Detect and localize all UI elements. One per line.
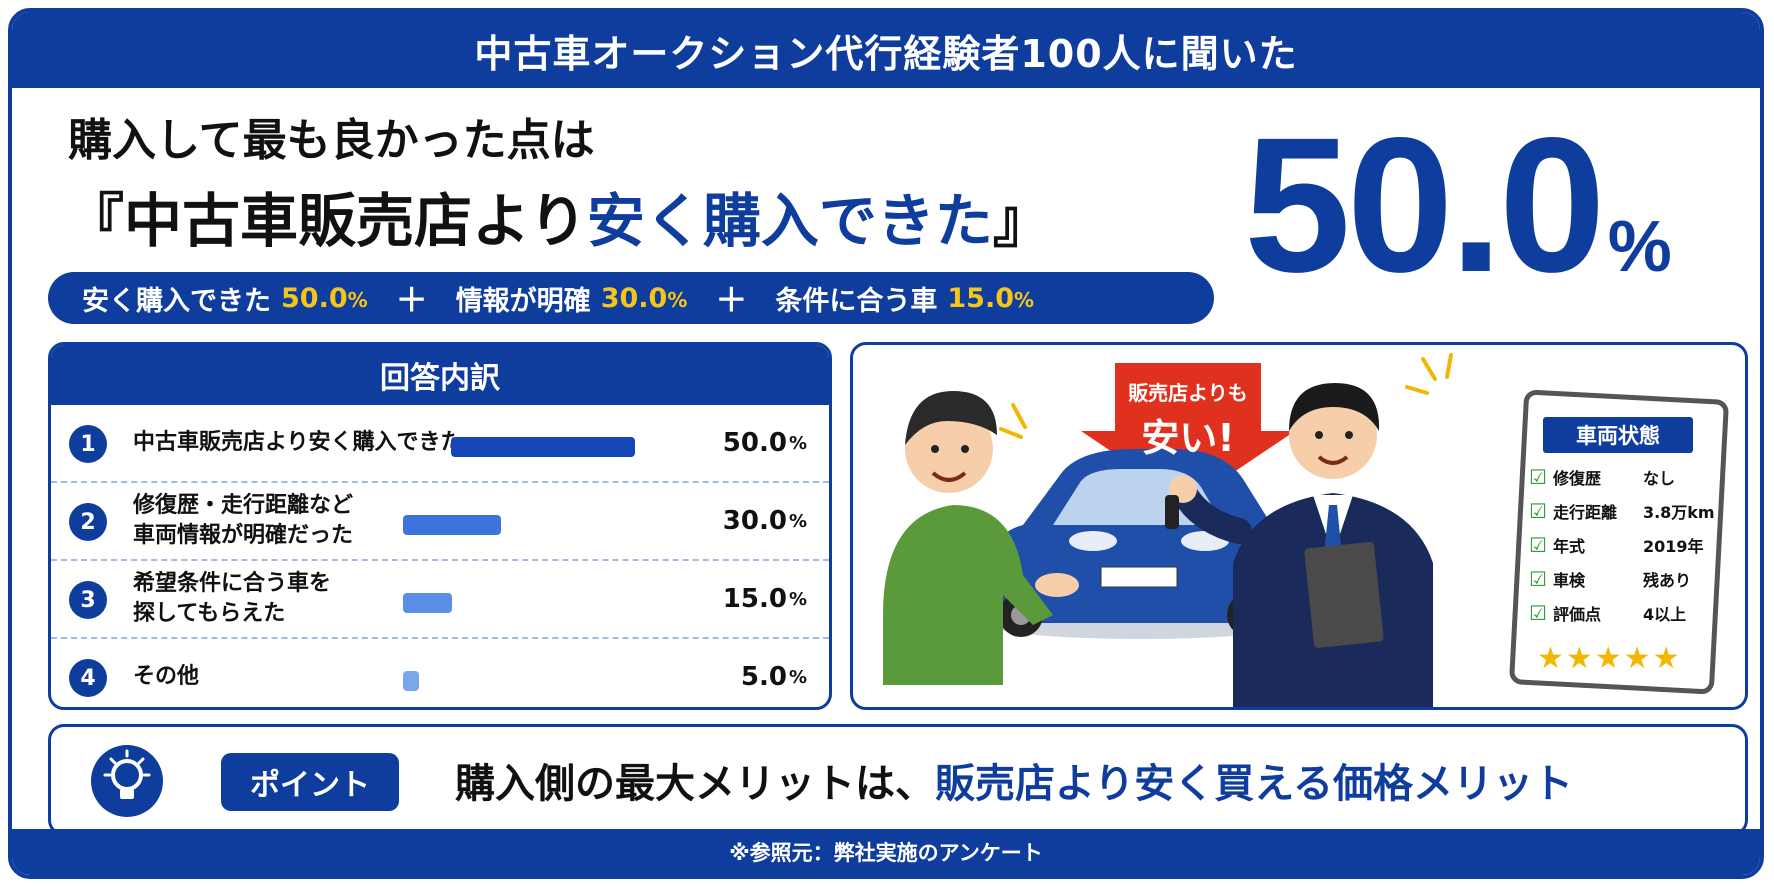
rank-badge: 4: [69, 659, 107, 697]
rank-badge: 3: [69, 581, 107, 619]
summary-label-3: 条件に合う車: [775, 285, 938, 317]
rating-stars-icon: ★★★★★: [1537, 641, 1682, 676]
summary-value-3: 15.0%: [947, 282, 1035, 314]
arrow-label-big: 安い!: [1141, 416, 1235, 460]
value-bar: [451, 437, 635, 457]
condition-item: ☑ 評価点 4以上: [1529, 601, 1687, 625]
check-icon: ☑: [1529, 465, 1547, 489]
breakdown-row: 3 希望条件に合う車を 探してもらえた 15.0%: [51, 561, 829, 639]
plus-icon: ＋: [715, 281, 748, 319]
headline-close-bracket: 』: [992, 187, 1051, 255]
point-box: ポイント 購入側の最大メリットは、 販売店より安く買える価格メリット: [48, 724, 1748, 836]
car-key-icon: [1165, 495, 1179, 529]
summary-value-1: 50.0%: [281, 282, 368, 314]
big-stat: 50.0%: [1244, 94, 1672, 315]
value-label: 30.0%: [722, 506, 807, 536]
condition-card-title: 車両状態: [1543, 417, 1693, 453]
value-label: 15.0%: [722, 584, 807, 614]
value-bar: [403, 671, 420, 691]
category-label: 希望条件に合う車を 探してもらえた: [133, 571, 332, 626]
illustration-svg: [883, 353, 1729, 707]
value-bar: [403, 515, 502, 535]
category-label: 中古車販売店より安く購入できた: [133, 430, 463, 456]
headline-main: 中古車販売店より: [124, 187, 587, 255]
big-stat-unit: %: [1607, 207, 1672, 287]
check-icon: ☑: [1529, 601, 1547, 625]
breakdown-panel: 回答内訳 1 中古車販売店より安く購入できた 50.0% 2 修復歴・走行距離など 車両…: [48, 342, 832, 710]
point-text-main: 購入側の最大メリットは、: [455, 761, 935, 807]
condition-item: ☑ 車検 残あり: [1529, 567, 1691, 591]
headline-open-bracket: 『: [66, 187, 125, 255]
rank-badge: 2: [69, 503, 107, 541]
footer-source: ※参照元：弊社実施のアンケート: [12, 829, 1760, 875]
breakdown-row: 4 その他 5.0%: [51, 639, 829, 707]
value-bar: [403, 593, 453, 613]
summary-label-2: 情報が明確: [455, 285, 591, 317]
condition-item: ☑ 修復歴 なし: [1529, 465, 1675, 489]
breakdown-title: 回答内訳: [51, 345, 829, 405]
headline-line1: 購入して最も良かった点は: [68, 115, 595, 166]
salesman-illustration: [1165, 383, 1433, 707]
illustration-panel: 販売店よりも 安い! 車両状態 ☑ 修復歴 なし ☑ 走行距離 3.8万km ☑ 年式 20…: [850, 342, 1748, 710]
lightbulb-icon: [91, 745, 163, 817]
value-label: 5.0%: [740, 662, 807, 692]
condition-card-border: [1509, 389, 1729, 695]
category-label: 修復歴・走行距離など 車両情報が明確だった: [133, 493, 354, 548]
headline-accent: 安く購入できた: [586, 187, 993, 255]
condition-item: ☑ 走行距離 3.8万km: [1529, 499, 1715, 523]
check-icon: ☑: [1529, 567, 1547, 591]
headline-line2: 『中古車販売店より安く購入できた』: [66, 174, 1051, 258]
top-banner: 中古車オークション代行経験者100人に聞いた: [12, 12, 1760, 88]
breakdown-row: 1 中古車販売店より安く購入できた 50.0%: [51, 405, 829, 483]
big-stat-value: 50.0: [1244, 97, 1606, 312]
arrow-label-small: 販売店よりも: [1128, 381, 1248, 405]
rank-badge: 1: [69, 425, 107, 463]
down-arrow-icon: [1081, 363, 1295, 503]
infographic-frame: 中古車オークション代行経験者100人に聞いた 購入して最も良かった点は 『中古車…: [8, 8, 1764, 879]
check-icon: ☑: [1529, 533, 1547, 557]
point-text: 購入側の最大メリットは、 販売店より安く買える価格メリット: [455, 727, 1573, 833]
summary-value-2: 30.0%: [600, 282, 688, 314]
summary-label-1: 安く購入できた: [82, 285, 271, 317]
condition-item: ☑ 年式 2019年: [1529, 533, 1704, 557]
check-icon: ☑: [1529, 499, 1547, 523]
customer-illustration: [883, 391, 1079, 685]
value-label: 50.0%: [722, 428, 807, 458]
point-badge: ポイント: [221, 753, 399, 811]
summary-bar: 安く購入できた 50.0% ＋ 情報が明確 30.0% ＋ 条件に合う車 15.…: [48, 272, 1214, 324]
breakdown-rows: 1 中古車販売店より安く購入できた 50.0% 2 修復歴・走行距離など 車両情報が明確…: [51, 405, 829, 707]
plus-icon: ＋: [395, 281, 428, 319]
category-label: その他: [133, 664, 200, 690]
point-text-accent: 販売店より安く買える価格メリット: [935, 761, 1573, 807]
breakdown-row: 2 修復歴・走行距離など 車両情報が明確だった 30.0%: [51, 483, 829, 561]
